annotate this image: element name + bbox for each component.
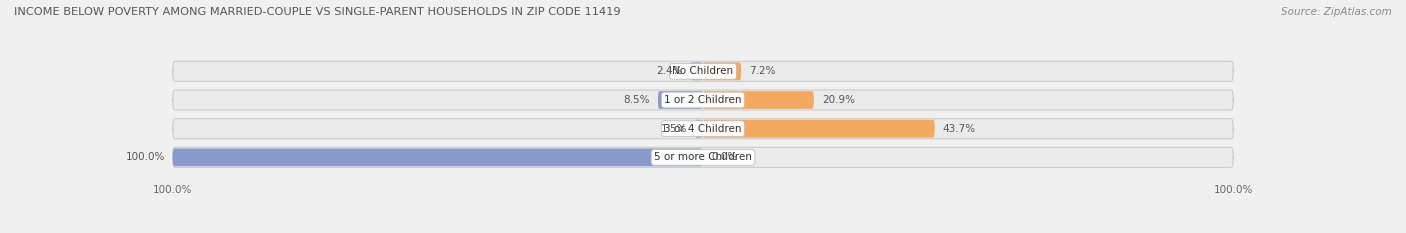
Text: 2.4%: 2.4%	[655, 66, 682, 76]
Text: 1.5%: 1.5%	[661, 124, 688, 134]
FancyBboxPatch shape	[173, 61, 1233, 81]
Text: 3 or 4 Children: 3 or 4 Children	[664, 124, 742, 134]
Text: 8.5%: 8.5%	[623, 95, 650, 105]
FancyBboxPatch shape	[173, 119, 1233, 139]
Text: 100.0%: 100.0%	[125, 152, 165, 162]
FancyBboxPatch shape	[695, 120, 703, 137]
FancyBboxPatch shape	[173, 90, 1233, 110]
FancyBboxPatch shape	[703, 91, 814, 109]
Text: No Children: No Children	[672, 66, 734, 76]
Text: INCOME BELOW POVERTY AMONG MARRIED-COUPLE VS SINGLE-PARENT HOUSEHOLDS IN ZIP COD: INCOME BELOW POVERTY AMONG MARRIED-COUPL…	[14, 7, 620, 17]
Text: 7.2%: 7.2%	[749, 66, 776, 76]
FancyBboxPatch shape	[658, 91, 703, 109]
Text: Source: ZipAtlas.com: Source: ZipAtlas.com	[1281, 7, 1392, 17]
Text: 1 or 2 Children: 1 or 2 Children	[664, 95, 742, 105]
FancyBboxPatch shape	[690, 62, 703, 80]
FancyBboxPatch shape	[703, 120, 935, 137]
FancyBboxPatch shape	[173, 148, 703, 166]
Text: 43.7%: 43.7%	[942, 124, 976, 134]
Text: 0.0%: 0.0%	[711, 152, 737, 162]
Text: 5 or more Children: 5 or more Children	[654, 152, 752, 162]
Text: 20.9%: 20.9%	[821, 95, 855, 105]
FancyBboxPatch shape	[173, 147, 1233, 167]
FancyBboxPatch shape	[703, 62, 741, 80]
